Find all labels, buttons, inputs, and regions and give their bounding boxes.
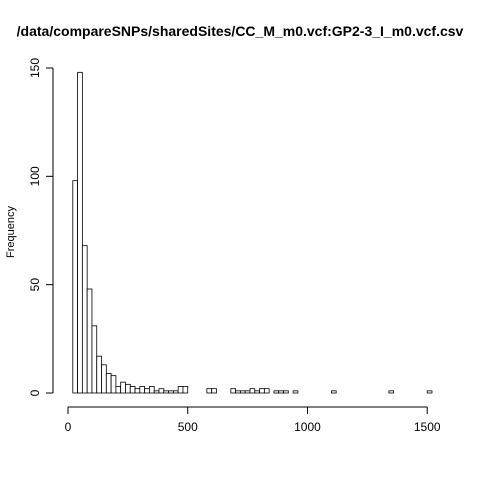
x-axis: 0 500 1000 1500 [65, 406, 441, 434]
histogram-bar [249, 388, 256, 394]
y-axis-label: Frequency [5, 206, 17, 258]
y-tick-label: 100 [28, 166, 42, 186]
y-axis: 0 50 100 150 [28, 58, 54, 396]
histogram-bars [72, 71, 433, 394]
histogram-bar [426, 390, 433, 394]
histogram-bar [77, 71, 83, 394]
y-tick-label: 0 [28, 389, 42, 396]
histogram-bar [235, 390, 241, 394]
histogram-bar [153, 390, 160, 394]
histogram-bar [96, 355, 102, 394]
histogram-bar [278, 390, 284, 394]
histogram-bar [206, 388, 213, 394]
histogram-bar [292, 390, 299, 394]
histogram-bar [139, 386, 146, 394]
histogram-bar [120, 381, 126, 394]
histogram-bar [254, 390, 260, 394]
histogram-bar [134, 388, 141, 394]
x-tick-label: 0 [65, 420, 72, 434]
histogram-bar [125, 383, 131, 394]
histogram-bar [81, 245, 88, 394]
histogram-bar [91, 325, 98, 394]
histogram-bar [86, 288, 93, 394]
histogram-bar [211, 388, 217, 394]
histogram-bar [244, 390, 251, 394]
chart-title: /data/compareSNPs/sharedSites/CC_M_m0.vc… [17, 23, 464, 39]
histogram-bar [163, 390, 169, 394]
histogram-bar [101, 364, 107, 394]
histogram-bar [331, 390, 337, 394]
x-tick-label: 500 [178, 420, 198, 434]
histogram-bar [388, 390, 395, 394]
histogram-bar [129, 386, 136, 394]
histogram-bar [110, 375, 117, 394]
histogram-bar [168, 390, 174, 394]
histogram-bar [158, 388, 165, 394]
histogram-bar [105, 373, 112, 394]
histogram-bar [263, 388, 270, 394]
histogram-bar [182, 386, 189, 394]
histogram-bar [283, 390, 289, 394]
histogram-bar [144, 388, 150, 394]
histogram-bar [259, 388, 265, 394]
x-tick-label: 1500 [414, 420, 441, 434]
histogram-bar [115, 386, 122, 394]
histogram-bar [230, 388, 237, 394]
y-tick-label: 150 [28, 58, 42, 78]
histogram-bar [177, 386, 184, 394]
histogram-bar [72, 180, 78, 394]
histogram-bar [240, 390, 246, 394]
histogram-bar [149, 386, 155, 394]
y-tick-label: 50 [28, 278, 42, 292]
histogram-bar [172, 390, 179, 394]
x-tick-label: 1000 [294, 420, 321, 434]
histogram-bar [273, 390, 280, 394]
